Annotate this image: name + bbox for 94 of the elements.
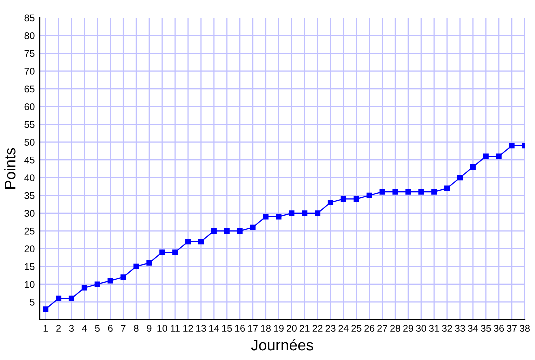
x-tick-label: 34: [468, 325, 478, 332]
x-tick-label: 7: [121, 325, 126, 332]
point: [302, 210, 308, 216]
point: [250, 224, 256, 230]
x-tick-label: 26: [364, 325, 375, 332]
x-tick-label: 19: [274, 325, 284, 332]
y-tick-label: 80: [24, 32, 35, 40]
y-tick-label: 5: [30, 299, 35, 306]
point: [43, 306, 49, 312]
x-tick-label: 37: [507, 325, 517, 332]
x-tick-label: 35: [481, 325, 492, 332]
x-tick-label: 6: [108, 325, 113, 332]
point: [380, 189, 386, 195]
x-tick-label: 28: [390, 325, 400, 332]
point: [366, 192, 372, 198]
x-tick-label: 23: [326, 325, 336, 332]
point: [120, 274, 126, 280]
x-tick-label: 32: [442, 325, 452, 332]
point: [160, 250, 166, 256]
x-tick-label: 15: [222, 325, 232, 332]
point: [392, 189, 398, 195]
x-tick-label: 27: [378, 325, 388, 332]
point: [496, 154, 502, 160]
point: [146, 260, 152, 266]
x-tick-label: 9: [147, 325, 152, 332]
x-tick-label: 22: [312, 325, 323, 332]
x-tick-label: 14: [210, 325, 220, 332]
point: [263, 214, 269, 220]
x-tick-label: 11: [171, 325, 180, 332]
y-tick-label: 50: [24, 139, 35, 146]
point: [186, 239, 192, 245]
point: [509, 143, 515, 149]
x-tick-label: 30: [416, 325, 426, 332]
x-tick-label: 10: [158, 325, 168, 332]
x-tick-label: 16: [235, 325, 246, 332]
point: [432, 189, 438, 195]
point: [406, 189, 412, 195]
x-tick-label: 18: [261, 325, 271, 332]
y-tick-label: 65: [24, 86, 35, 93]
y-tick-label: 60: [24, 104, 35, 110]
point: [457, 175, 464, 181]
x-tick-label: 31: [429, 325, 440, 332]
point: [224, 228, 230, 234]
point: [418, 189, 424, 195]
x-tick-label: 12: [184, 325, 194, 332]
point: [108, 278, 114, 284]
y-tick-label: 40: [24, 174, 35, 182]
y-tick-label: 25: [24, 228, 35, 235]
point: [328, 200, 334, 206]
y-axis-title: Points: [4, 148, 16, 189]
x-tick-label: 1: [44, 325, 48, 332]
point: [340, 196, 346, 202]
x-tick-label: 33: [455, 325, 466, 332]
x-axis-title: Journées: [251, 339, 314, 351]
point: [134, 264, 140, 270]
y-tick-label: 15: [25, 264, 35, 270]
x-tick-label: 3: [69, 325, 74, 332]
x-tick-label: 2: [56, 325, 61, 332]
y-tick-label: 75: [24, 50, 35, 58]
point: [237, 228, 243, 234]
point: [82, 285, 88, 291]
point: [354, 196, 360, 202]
x-tick-label: 38: [520, 325, 530, 332]
point: [315, 210, 321, 216]
x-tick-label: 8: [134, 325, 139, 332]
x-tick-label: 5: [95, 325, 100, 332]
y-tick-label: 55: [24, 121, 35, 128]
x-tick-label: 17: [248, 325, 258, 332]
y-tick-label: 10: [25, 281, 35, 288]
y-tick-label: 85: [24, 14, 35, 22]
y-tick-label: 45: [24, 156, 35, 164]
y-tick-label: 30: [24, 210, 35, 218]
x-tick-label: 29: [404, 325, 414, 332]
point: [289, 210, 295, 216]
point: [470, 164, 476, 170]
x-tick-label: 20: [286, 325, 297, 332]
x-tick-label: 4: [82, 325, 88, 332]
y-tick-label: 35: [24, 192, 35, 200]
point: [94, 282, 100, 288]
x-tick-label: 13: [196, 325, 206, 332]
point: [211, 228, 217, 234]
point: [56, 296, 62, 302]
y-tick-label: 70: [24, 68, 35, 75]
point: [172, 250, 178, 256]
point: [198, 239, 204, 245]
point: [483, 154, 489, 160]
point: [276, 214, 282, 220]
x-tick-label: 21: [300, 325, 310, 332]
x-tick-label: 24: [338, 325, 349, 332]
point: [444, 186, 450, 192]
x-tick-label: 25: [352, 325, 362, 332]
point: [68, 296, 75, 302]
y-tick-label: 20: [24, 246, 35, 253]
x-tick-label: 36: [494, 325, 504, 332]
